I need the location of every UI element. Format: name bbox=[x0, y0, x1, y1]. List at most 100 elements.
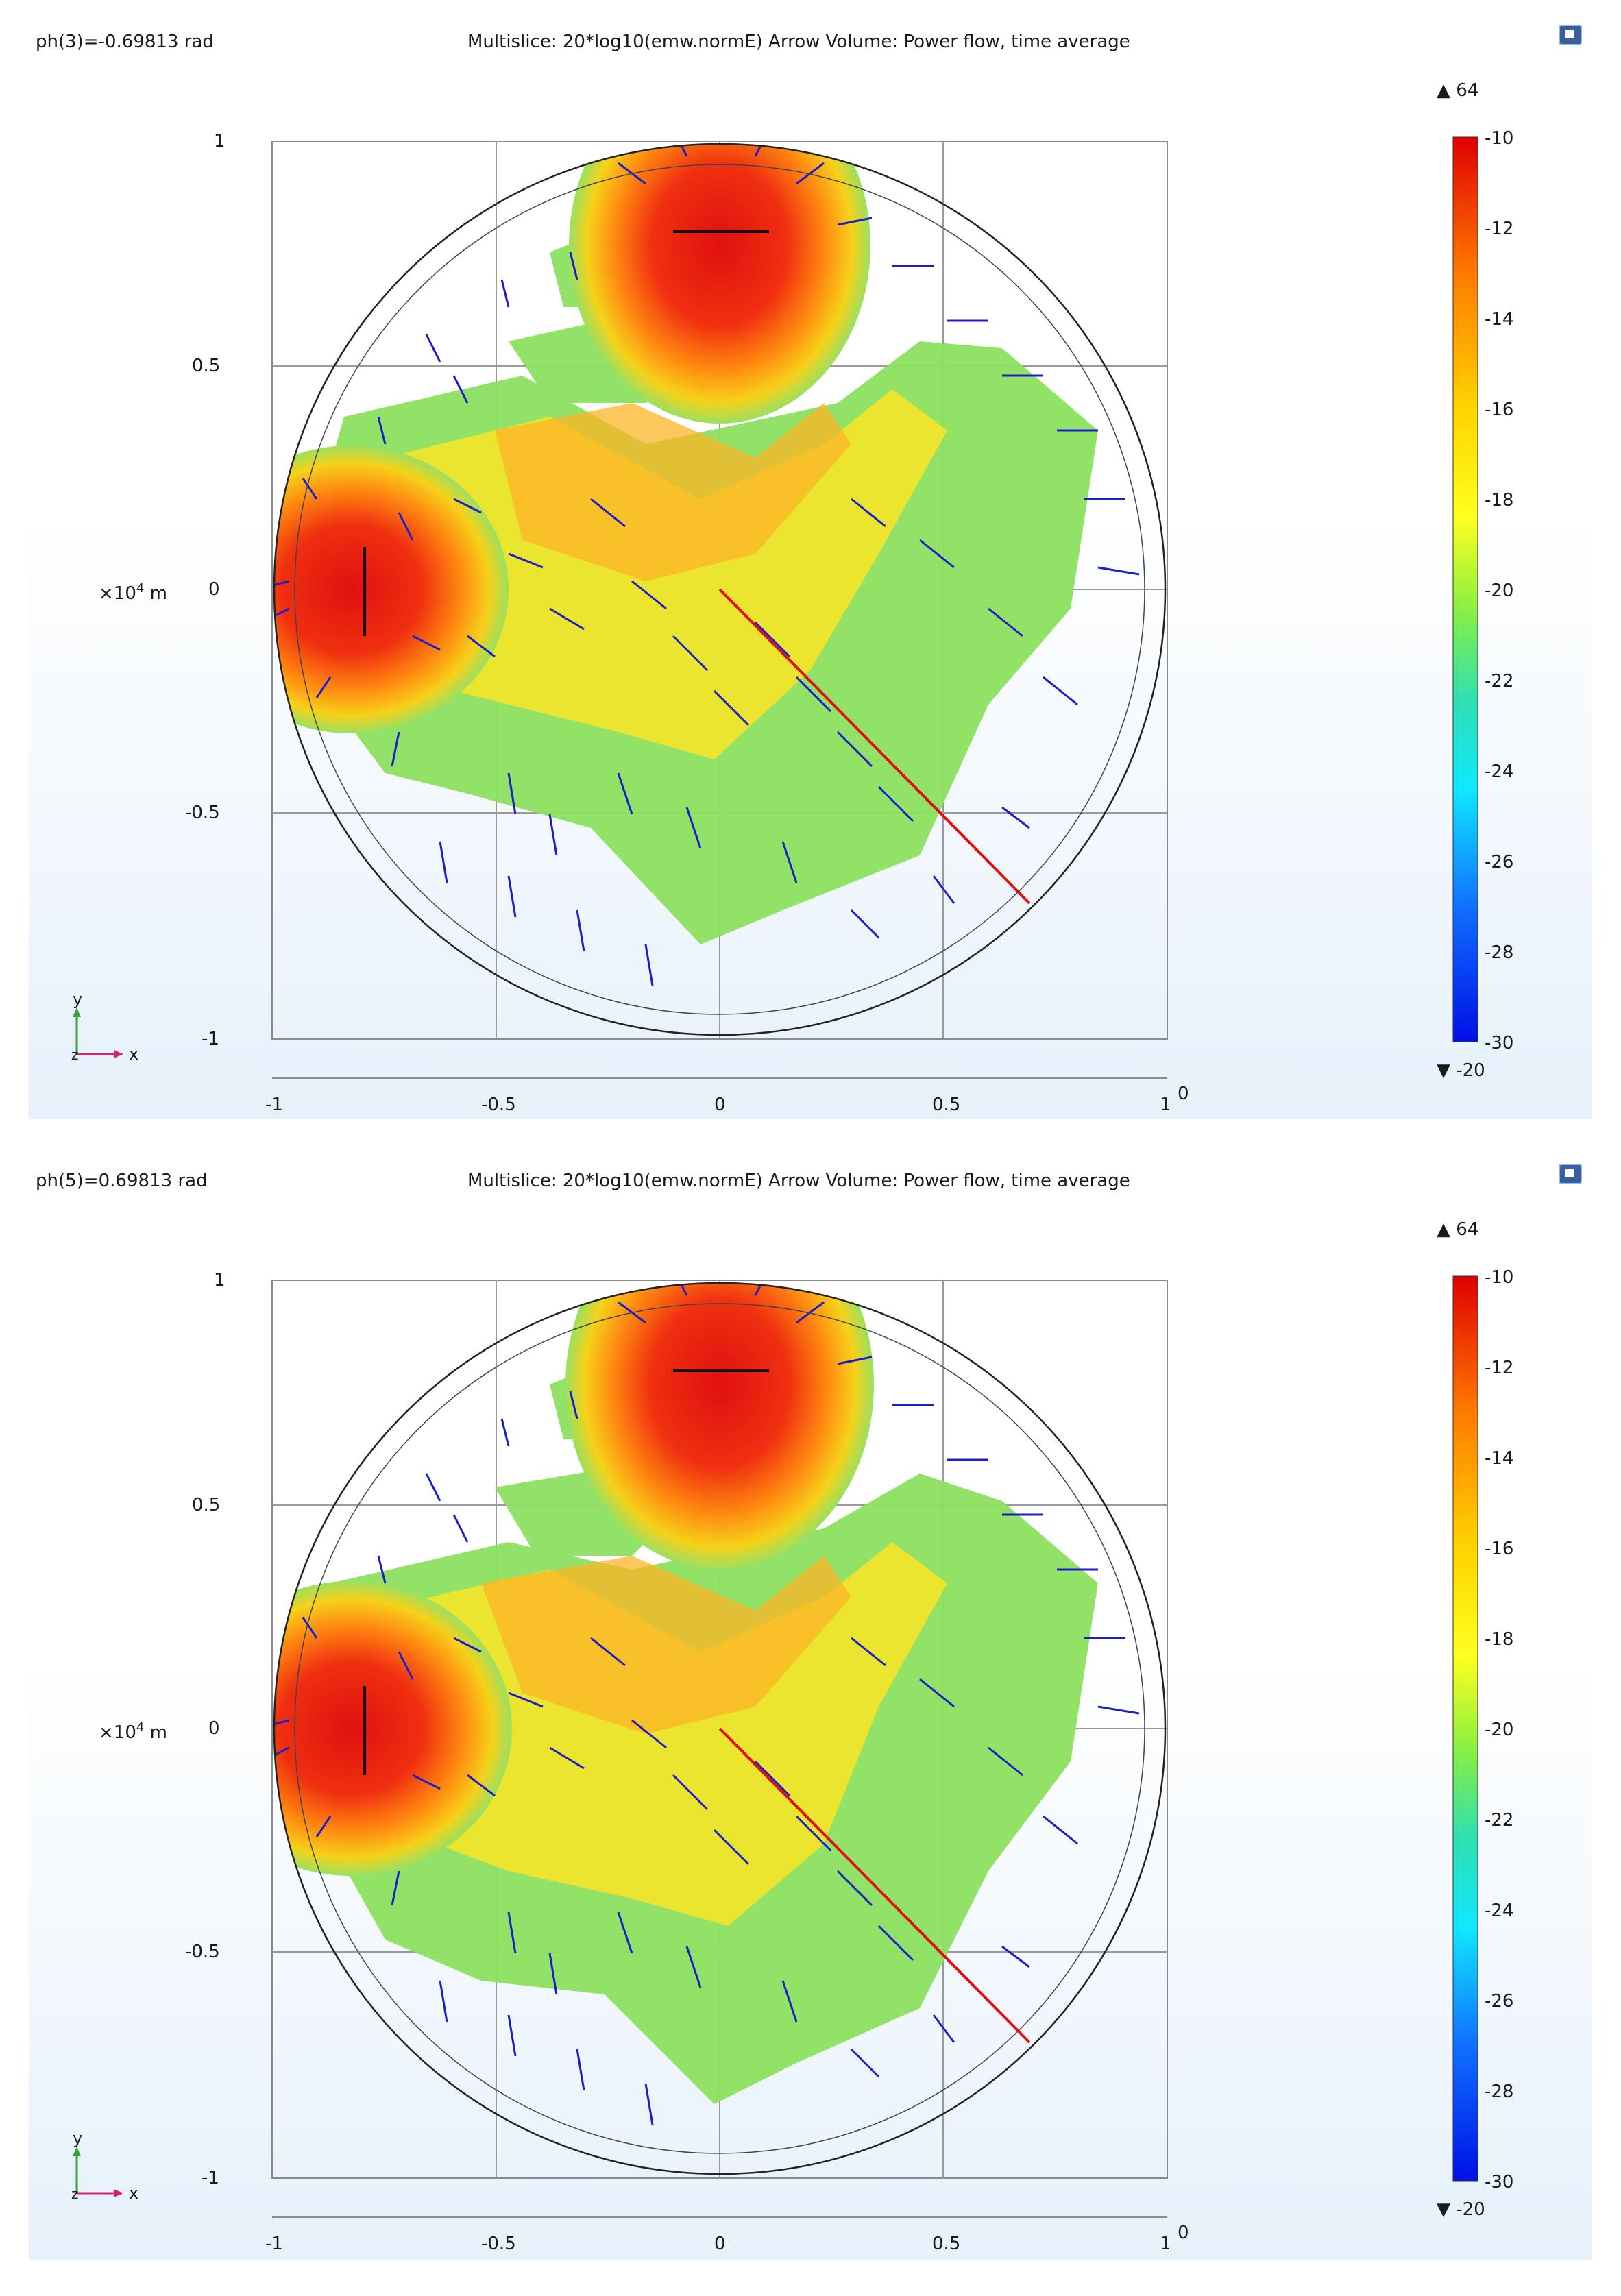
svg-text:y: y bbox=[73, 990, 82, 1009]
axis-triad-icon: y x z bbox=[71, 2129, 138, 2203]
axis-triad-icon: y x z bbox=[71, 990, 138, 1064]
ray-line bbox=[718, 1727, 1031, 2044]
x-tick: -0.5 bbox=[481, 1095, 516, 1115]
domain-boundary-outer bbox=[273, 143, 1167, 1036]
svg-text:-16: -16 bbox=[1485, 1539, 1513, 1559]
plot-panel-1: ph(3)=-0.69813 rad Multislice: 20*log10(… bbox=[29, 19, 1592, 1119]
y-axis-labels: 1 0.5 0 -0.5 -1 bbox=[185, 131, 226, 1049]
y-tick: 1 bbox=[214, 1270, 226, 1291]
flow-arrow bbox=[932, 875, 955, 904]
y-unit-label: ×104 m bbox=[99, 1720, 167, 1743]
flow-arrow bbox=[932, 2014, 955, 2043]
svg-text:-30: -30 bbox=[1485, 1033, 1513, 1053]
flow-arrow bbox=[877, 1925, 914, 1962]
plot-panel-2: ph(5)=0.69813 rad Multislice: 20*log10(e… bbox=[29, 1158, 1592, 2260]
flow-arrow bbox=[391, 1870, 400, 1906]
x-tick: 0.5 bbox=[932, 2234, 960, 2254]
colorbar-min-label: ▼ -20 bbox=[1437, 1060, 1485, 1081]
y-tick: 0 bbox=[208, 579, 220, 600]
flow-arrow bbox=[617, 1912, 633, 1954]
svg-text:-24: -24 bbox=[1485, 761, 1513, 782]
flow-arrow bbox=[795, 1815, 832, 1852]
flow-arrow bbox=[1097, 1705, 1140, 1715]
flow-arrow bbox=[713, 1829, 750, 1866]
flow-arrow bbox=[1001, 1945, 1030, 1968]
svg-text:z: z bbox=[71, 1047, 79, 1063]
flow-arrow bbox=[988, 1746, 1023, 1776]
comsol-logo-icon[interactable] bbox=[1559, 25, 1582, 45]
svg-text:-28: -28 bbox=[1485, 942, 1513, 963]
svg-text:-26: -26 bbox=[1485, 1991, 1513, 2012]
comsol-logo-icon[interactable] bbox=[1559, 1164, 1582, 1184]
colorbar-gradient bbox=[1452, 1275, 1478, 2182]
flow-arrow bbox=[508, 1692, 544, 1708]
field-plot: 1 0.5 0 -0.5 -1 ×104 m -1 -0.5 0 0.5 1 0… bbox=[71, 80, 1513, 1115]
svg-text:-30: -30 bbox=[1485, 2172, 1513, 2193]
flow-arrow bbox=[452, 375, 469, 404]
flow-arrow bbox=[507, 2014, 517, 2057]
svg-text:-14: -14 bbox=[1485, 309, 1513, 330]
x-end-label: 0 bbox=[1178, 2223, 1189, 2243]
flow-arrow bbox=[796, 162, 825, 185]
flow-arrow bbox=[754, 621, 791, 658]
flow-arrow bbox=[467, 1774, 496, 1797]
svg-text:-24: -24 bbox=[1485, 1901, 1513, 1921]
x-tick: 0 bbox=[714, 2234, 726, 2254]
domain-boundary-inner bbox=[294, 164, 1145, 1015]
flow-arrow bbox=[412, 1774, 441, 1790]
power-flow-arrows bbox=[274, 144, 1140, 986]
x-tick: 0.5 bbox=[932, 1095, 960, 1115]
flow-arrow bbox=[507, 772, 517, 815]
flow-arrow bbox=[988, 607, 1023, 637]
flow-arrow bbox=[274, 1719, 290, 1729]
flow-arrow bbox=[467, 635, 496, 658]
field-map bbox=[274, 1283, 1098, 2104]
flow-arrow bbox=[576, 909, 585, 952]
flow-arrow bbox=[302, 1617, 318, 1639]
flow-arrow bbox=[781, 841, 798, 883]
flow-arrow bbox=[590, 1637, 626, 1667]
flow-arrow bbox=[1001, 806, 1030, 829]
svg-text:x: x bbox=[129, 2184, 138, 2203]
ray-line bbox=[718, 588, 1031, 905]
colorbar: ▲ 64 -10 -12 -14 -16 -18 -20 -22 -24 -26… bbox=[1437, 1219, 1513, 2220]
svg-text:-10: -10 bbox=[1485, 1267, 1513, 1288]
colorbar-ticks: -10 -12 -14 -16 -18 -20 -22 -24 -26 -28 … bbox=[1485, 128, 1513, 1053]
flow-arrow bbox=[315, 676, 332, 698]
y-axis-labels: 1 0.5 0 -0.5 -1 bbox=[185, 1270, 226, 2188]
flow-arrow bbox=[644, 944, 654, 986]
colorbar-ticks: -10 -12 -14 -16 -18 -20 -22 -24 -26 -28 … bbox=[1485, 1267, 1513, 2193]
flow-arrow bbox=[377, 1555, 387, 1584]
colorbar-gradient bbox=[1452, 136, 1478, 1042]
x-tick: -1 bbox=[265, 1095, 283, 1115]
y-tick: -0.5 bbox=[185, 1942, 220, 1962]
phase-label: ph(3)=-0.69813 rad bbox=[36, 32, 214, 52]
x-axis-labels: -1 -0.5 0 0.5 1 0 bbox=[265, 1084, 1189, 1115]
flow-arrow bbox=[631, 580, 667, 610]
flow-arrow bbox=[837, 1356, 873, 1365]
colorbar-min-label: ▼ -20 bbox=[1437, 2199, 1485, 2220]
flow-arrow bbox=[453, 1637, 482, 1653]
flow-arrow bbox=[781, 1980, 798, 2023]
flow-arrow bbox=[548, 814, 558, 856]
flow-arrow bbox=[377, 416, 387, 445]
flow-arrow bbox=[919, 539, 955, 569]
flow-arrow bbox=[850, 909, 880, 939]
colorbar-max-label: ▲ 64 bbox=[1437, 80, 1478, 101]
y-unit-label: ×104 m bbox=[99, 581, 167, 604]
flow-arrow bbox=[795, 676, 832, 713]
flow-arrow bbox=[850, 2048, 880, 2078]
flow-arrow bbox=[500, 1418, 510, 1447]
flow-arrow bbox=[644, 2083, 654, 2125]
flow-arrow bbox=[412, 635, 441, 651]
x-tick: 1 bbox=[1160, 2234, 1171, 2254]
flow-arrow bbox=[796, 1301, 825, 1324]
svg-text:-18: -18 bbox=[1485, 490, 1513, 511]
flow-arrow bbox=[754, 1283, 770, 1296]
svg-text:z: z bbox=[71, 2186, 79, 2202]
flow-arrow bbox=[851, 1637, 886, 1667]
flow-arrow bbox=[391, 731, 400, 767]
x-tick: 0 bbox=[714, 1095, 726, 1115]
domain-boundary-inner bbox=[294, 1303, 1145, 2154]
flow-arrow bbox=[507, 875, 517, 918]
